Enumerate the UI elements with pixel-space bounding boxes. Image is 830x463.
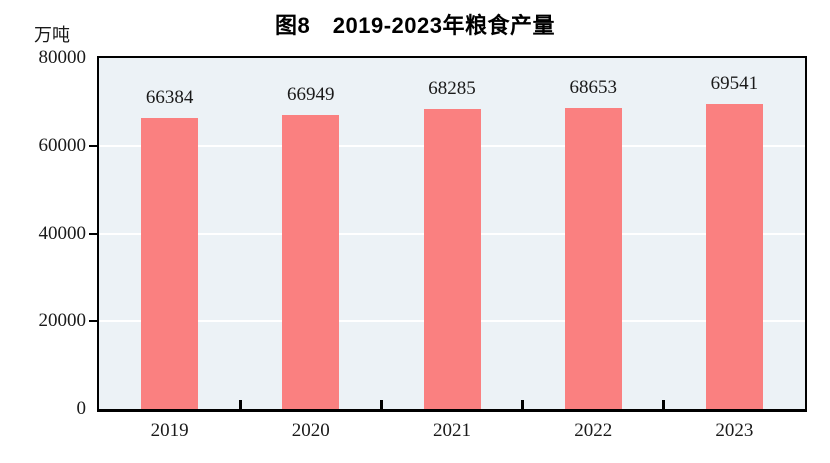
plot-area: 66384 66949 68285 68653 69541	[97, 56, 807, 412]
bar-2023	[705, 103, 763, 409]
x-axis-label-2023: 2023	[715, 420, 754, 441]
x-axis-tick-1	[238, 400, 242, 409]
x-axis-label-2022: 2022	[574, 420, 613, 441]
y-axis-tick-20000	[89, 320, 97, 323]
x-axis-label-2020: 2020	[291, 420, 330, 441]
x-axis-tick-2	[379, 400, 383, 409]
bar-value-label-2023: 69541	[710, 72, 759, 94]
y-axis-label-80000: 80000	[38, 47, 87, 68]
bar-2019	[141, 117, 199, 409]
y-axis-label-60000: 60000	[38, 134, 87, 156]
x-axis-tick-3	[521, 400, 525, 409]
y-axis-tick-40000	[89, 232, 97, 235]
y-axis-label-20000: 20000	[38, 310, 87, 332]
x-axis-label-2019: 2019	[150, 420, 189, 441]
chart-title: 图8 2019-2023年粮食产量	[275, 13, 555, 38]
y-axis-tick-60000	[89, 144, 97, 147]
bar-2022	[564, 107, 622, 409]
x-axis-label-2021: 2021	[433, 420, 471, 441]
y-axis-unit-label: 万吨	[34, 25, 70, 45]
bar-2020	[282, 115, 340, 409]
bar-value-label-2022: 68653	[569, 76, 617, 98]
bar-value-label-2020: 66949	[287, 84, 335, 106]
y-axis-label-40000: 40000	[38, 222, 87, 244]
bar-2021	[423, 109, 481, 409]
x-axis-tick-4	[662, 400, 666, 409]
bar-value-label-2019: 66384	[145, 86, 194, 108]
bar-value-label-2021: 68285	[428, 78, 476, 100]
y-axis-label-0: 0	[76, 398, 87, 419]
